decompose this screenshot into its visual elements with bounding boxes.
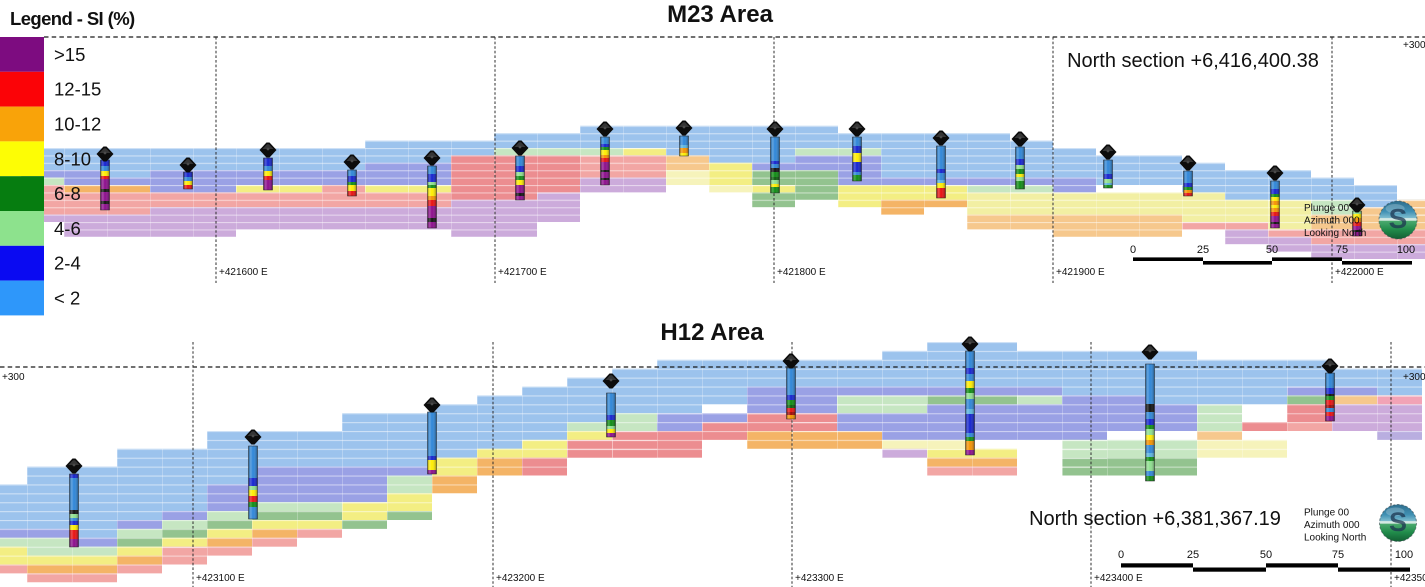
svg-text:0: 0 (1130, 244, 1136, 256)
svg-text:+423100 E: +423100 E (196, 573, 245, 584)
svg-text:25: 25 (1197, 244, 1209, 256)
svg-text:Legend - SI (%): Legend - SI (%) (10, 8, 135, 29)
svg-text:75: 75 (1336, 244, 1348, 256)
svg-text:12-15: 12-15 (54, 79, 101, 100)
svg-text:2-4: 2-4 (54, 253, 81, 274)
svg-text:+421600 E: +421600 E (219, 267, 268, 278)
svg-text:Looking North: Looking North (1304, 533, 1366, 544)
svg-text:+421700 E: +421700 E (498, 267, 547, 278)
svg-text:+423300 E: +423300 E (795, 573, 844, 584)
svg-text:+300: +300 (1403, 40, 1425, 51)
svg-text:+300: +300 (2, 372, 25, 383)
svg-text:+421900 E: +421900 E (1056, 267, 1105, 278)
svg-text:100: 100 (1395, 549, 1413, 561)
svg-text:North section +6,416,400.38: North section +6,416,400.38 (1067, 50, 1319, 72)
svg-text:North section +6,381,367.19: North section +6,381,367.19 (1029, 508, 1281, 530)
svg-text:8-10: 8-10 (54, 148, 91, 169)
svg-text:M23 Area: M23 Area (667, 1, 773, 28)
svg-text:Looking North: Looking North (1304, 228, 1366, 239)
svg-text:Azimuth 000: Azimuth 000 (1304, 520, 1360, 531)
svg-text:10-12: 10-12 (54, 114, 101, 135)
svg-text:+423400 E: +423400 E (1094, 573, 1143, 584)
svg-text:H12 Area: H12 Area (660, 319, 764, 346)
svg-text:Plunge 00: Plunge 00 (1304, 203, 1349, 214)
svg-text:4-6: 4-6 (54, 218, 81, 239)
svg-text:6-8: 6-8 (54, 183, 81, 204)
svg-text:+422000 E: +422000 E (1335, 267, 1384, 278)
svg-text:>15: >15 (54, 44, 85, 65)
svg-text:S: S (1389, 507, 1407, 537)
svg-text:+421800 E: +421800 E (777, 267, 826, 278)
svg-text:50: 50 (1260, 549, 1272, 561)
svg-text:50: 50 (1266, 244, 1278, 256)
svg-text:100: 100 (1397, 244, 1415, 256)
svg-text:+423500 E: +423500 E (1394, 573, 1425, 584)
svg-text:25: 25 (1187, 549, 1199, 561)
svg-text:Plunge 00: Plunge 00 (1304, 508, 1349, 519)
svg-text:75: 75 (1332, 549, 1344, 561)
svg-text:S: S (1389, 203, 1408, 234)
svg-text:< 2: < 2 (54, 288, 80, 309)
svg-text:0: 0 (1118, 549, 1124, 561)
svg-text:+300: +300 (1403, 372, 1425, 383)
svg-text:+423200 E: +423200 E (496, 573, 545, 584)
svg-text:Azimuth 000: Azimuth 000 (1304, 216, 1360, 227)
